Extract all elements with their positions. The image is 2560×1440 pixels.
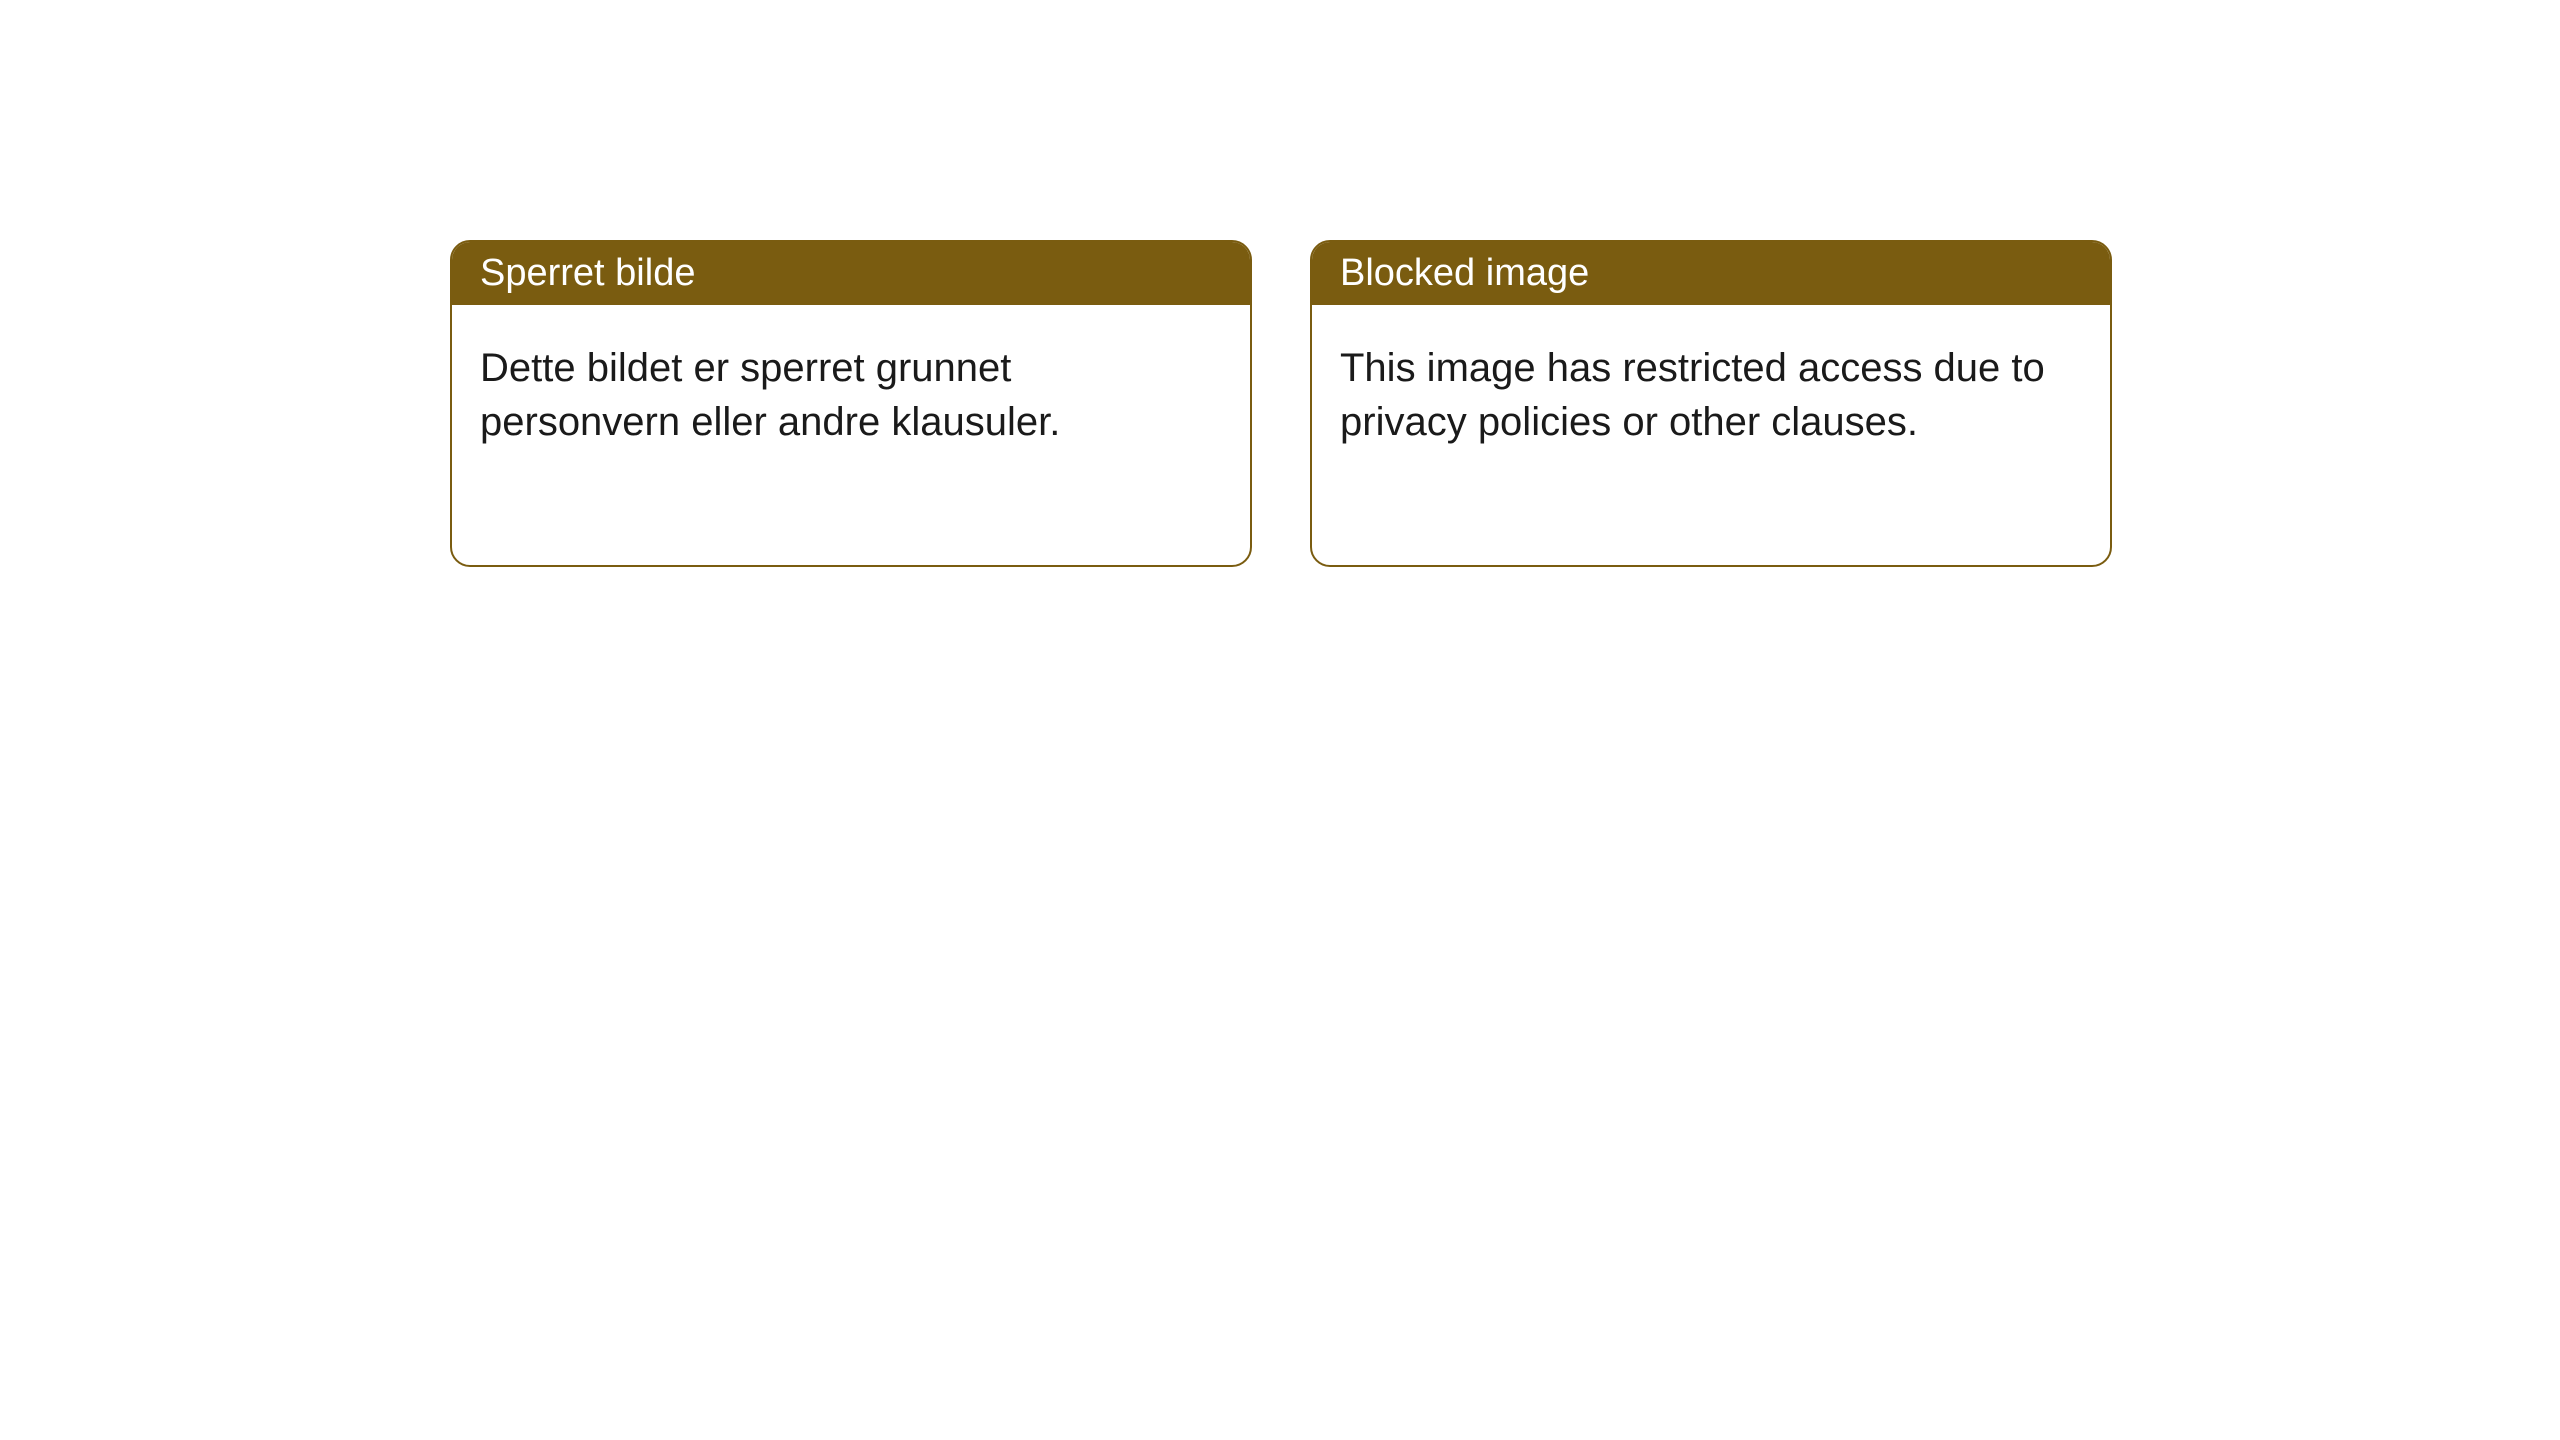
notice-title-english: Blocked image — [1340, 252, 1589, 294]
notice-body-english: This image has restricted access due to … — [1312, 305, 2110, 565]
notice-message-norwegian: Dette bildet er sperret grunnet personve… — [480, 346, 1060, 444]
notice-title-norwegian: Sperret bilde — [480, 252, 695, 294]
notice-container: Sperret bilde Dette bildet er sperret gr… — [450, 240, 2112, 567]
notice-header-english: Blocked image — [1312, 242, 2110, 305]
notice-header-norwegian: Sperret bilde — [452, 242, 1250, 305]
notice-box-english: Blocked image This image has restricted … — [1310, 240, 2112, 567]
notice-box-norwegian: Sperret bilde Dette bildet er sperret gr… — [450, 240, 1252, 567]
notice-message-english: This image has restricted access due to … — [1340, 346, 2045, 444]
notice-body-norwegian: Dette bildet er sperret grunnet personve… — [452, 305, 1250, 565]
